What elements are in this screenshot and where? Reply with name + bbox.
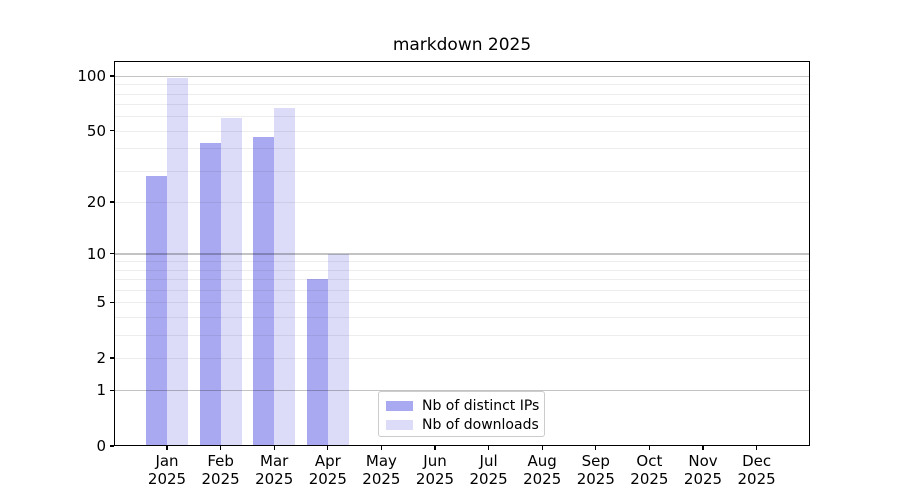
minor-gridline-2: [114, 357, 810, 359]
x-axis-tick-aug: [541, 446, 543, 450]
minor-gridline-50: [114, 130, 810, 132]
legend-label-distinct-ips: Nb of distinct IPs: [422, 397, 540, 414]
y-axis-tick-2: [110, 357, 114, 359]
legend-item-distinct-ips: Nb of distinct IPs: [386, 396, 540, 415]
bar-downloads-jan: [167, 77, 188, 446]
x-axis-label-may: May 2025: [362, 452, 401, 488]
bar-distinct-ips-apr: [306, 279, 328, 446]
y-axis-tick-1: [110, 389, 114, 392]
y-axis-tick-0: [110, 445, 114, 447]
x-axis-label-oct: Oct 2025: [630, 452, 669, 488]
bar-distinct-ips-jan: [146, 176, 167, 446]
bar-downloads-apr: [327, 253, 349, 446]
minor-gridline-30: [114, 170, 810, 172]
plot-area: [114, 61, 810, 446]
minor-gridline-70: [114, 104, 810, 106]
major-gridline-1: [114, 389, 810, 392]
bar-distinct-ips-mar: [253, 137, 275, 446]
x-axis-tick-jun: [434, 446, 436, 450]
x-axis-tick-feb: [219, 446, 222, 450]
major-gridline-100: [114, 75, 810, 77]
x-axis-tick-nov: [702, 446, 704, 450]
y-axis-tick-5: [110, 301, 114, 304]
y-axis-tick-20: [110, 201, 114, 203]
legend-item-downloads: Nb of downloads: [386, 415, 539, 434]
bar-downloads-mar: [274, 107, 296, 446]
minor-gridline-80: [114, 93, 810, 95]
y-axis-label-100: 100: [77, 67, 106, 85]
minor-gridline-4: [114, 317, 810, 318]
chart-title: markdown 2025: [392, 35, 532, 55]
x-axis-label-feb: Feb 2025: [201, 452, 240, 488]
minor-gridline-7: [114, 279, 810, 281]
legend-swatch-downloads-icon: [386, 419, 413, 430]
x-axis-label-dec: Dec 2025: [737, 452, 776, 488]
x-axis-label-mar: Mar 2025: [255, 452, 294, 488]
x-axis-tick-may: [380, 446, 383, 450]
minor-gridline-3: [114, 334, 810, 336]
y-axis-tick-50: [110, 130, 114, 132]
minor-gridline-8: [114, 269, 810, 271]
x-axis-label-sep: Sep 2025: [576, 452, 615, 488]
x-axis-tick-sep: [595, 446, 597, 450]
legend-label-downloads: Nb of downloads: [422, 416, 539, 433]
x-axis-tick-apr: [327, 446, 329, 450]
legend: Nb of distinct IPs Nb of downloads: [378, 391, 545, 437]
x-axis-tick-jan: [166, 446, 168, 450]
minor-gridline-60: [114, 116, 810, 118]
x-axis-label-jul: Jul 2025: [469, 452, 508, 488]
y-axis-tick-100: [110, 75, 114, 77]
x-axis-label-aug: Aug 2025: [523, 452, 562, 488]
x-axis-tick-jul: [487, 446, 490, 450]
y-axis-label-1: 1: [96, 381, 106, 400]
major-gridline-10: [114, 253, 810, 255]
y-axis-label-2: 2: [96, 348, 106, 367]
x-axis-label-nov: Nov 2025: [683, 452, 723, 488]
minor-gridline-20: [114, 201, 810, 203]
y-axis-label-5: 5: [96, 293, 106, 312]
x-axis-label-jan: Jan 2025: [147, 452, 187, 488]
minor-gridline-6: [114, 290, 810, 291]
bar-distinct-ips-feb: [199, 142, 221, 446]
y-axis-label-20: 20: [86, 192, 106, 211]
x-axis-tick-oct: [648, 446, 651, 450]
y-axis-label-50: 50: [86, 121, 106, 140]
y-axis-tick-10: [110, 253, 114, 255]
x-axis-tick-mar: [273, 446, 275, 450]
minor-gridline-90: [114, 84, 810, 86]
y-axis-label-0: 0: [96, 437, 106, 455]
y-axis-label-10: 10: [86, 244, 106, 263]
bar-downloads-feb: [220, 117, 242, 446]
minor-gridline-9: [114, 261, 810, 263]
x-axis-label-jun: Jun 2025: [415, 452, 455, 488]
legend-swatch-distinct-ips-icon: [386, 400, 413, 411]
x-axis-tick-dec: [755, 446, 758, 450]
minor-gridline-40: [114, 148, 810, 150]
minor-gridline-5: [114, 302, 810, 304]
x-axis-label-apr: Apr 2025: [308, 452, 347, 488]
